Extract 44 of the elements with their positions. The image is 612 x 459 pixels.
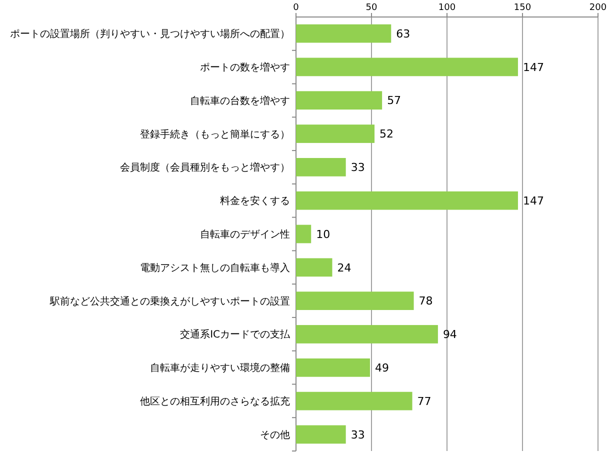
bar — [296, 425, 346, 444]
y-tick-label: 登録手続き（もっと簡単にする） — [140, 128, 290, 140]
bar — [296, 258, 332, 277]
bar — [296, 158, 346, 176]
y-tick-label: 自転車が走りやすい環境の整備 — [150, 362, 290, 374]
y-tick-label: 交通系ICカードでの支払 — [180, 328, 291, 341]
data-label: 49 — [374, 361, 389, 374]
data-label: 52 — [380, 128, 394, 141]
x-tick-label: 50 — [366, 3, 378, 13]
bar — [296, 392, 412, 410]
data-label: 10 — [316, 228, 330, 241]
bar — [296, 91, 382, 110]
bar — [296, 124, 375, 143]
data-label: 33 — [350, 161, 365, 174]
y-tick-label: 他区との相互利用のさらなる拡充 — [140, 396, 290, 408]
y-tick-label: 自転車の台数を増やす — [190, 94, 290, 107]
x-tick-label: 200 — [589, 3, 607, 13]
bar — [296, 358, 370, 377]
y-tick-label: ポートの数を増やす — [200, 61, 290, 74]
y-tick-label: 自転車のデザイン性 — [200, 228, 290, 240]
y-tick-label: 会員制度（会員種別をもっと増やす） — [120, 162, 290, 174]
bar — [296, 58, 518, 76]
data-label: 94 — [442, 328, 457, 342]
bar — [296, 292, 414, 310]
bar — [296, 325, 438, 344]
y-tick-label: 料金を安くする — [220, 195, 290, 208]
bar — [296, 24, 392, 43]
y-tick-label: 駅前など公共交通との乗換えがしやすいポートの設置 — [49, 295, 290, 308]
x-tick-label: 100 — [438, 3, 456, 13]
bar — [296, 224, 312, 244]
data-label: 78 — [418, 294, 433, 308]
y-tick-label: その他 — [260, 428, 290, 441]
data-label: 24 — [337, 261, 352, 274]
x-tick-label: 0 — [293, 3, 300, 13]
data-label: 77 — [417, 394, 432, 408]
data-label: 63 — [396, 27, 410, 40]
data-label: 147 — [522, 194, 544, 208]
y-tick-label: 電動アシスト無しの自転車も導入 — [140, 262, 290, 274]
data-label: 147 — [522, 60, 544, 74]
data-label: 57 — [387, 94, 402, 108]
data-label: 33 — [350, 428, 365, 442]
x-tick-label: 150 — [514, 3, 532, 13]
y-tick-label: ポートの設置場所（判りやすい・見つけやすい場所への配置） — [10, 28, 290, 40]
bar — [296, 191, 518, 210]
